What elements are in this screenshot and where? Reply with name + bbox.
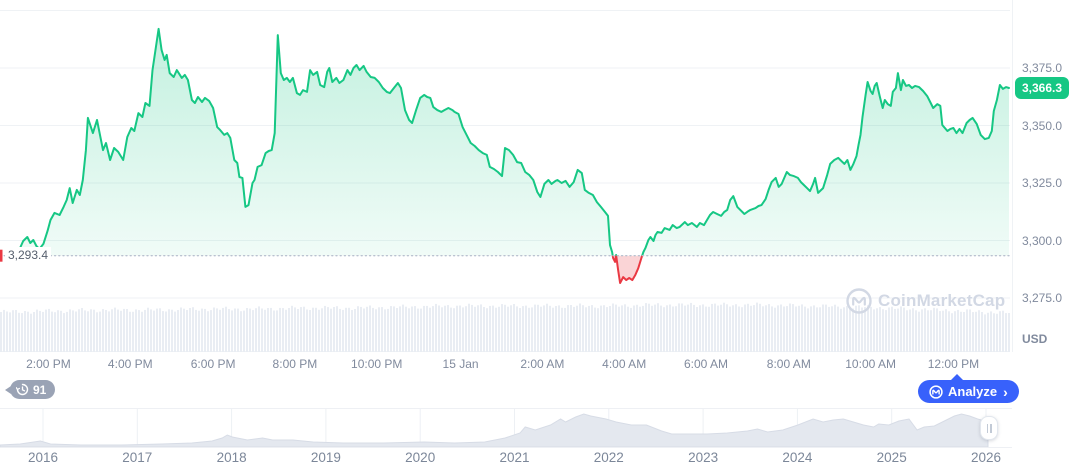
price-axis: 3,366.3 USD 3,375.0 3,350.0 3,325.0 3,300.0…	[1012, 0, 1072, 352]
currency-label: USD	[1022, 332, 1048, 346]
time-axis: 2:00 PM 4:00 PM 6:00 PM 8:00 PM 10:00 PM 15 J…	[0, 357, 1012, 373]
price-chart-plot[interactable]: 3,293.4	[0, 0, 1012, 352]
time-tick-label: 6:00 PM	[190, 357, 236, 371]
year-label: 2021	[499, 450, 530, 465]
baseline-price-label: 3,293.4	[5, 247, 52, 263]
price-tick-label: 3,275.0	[1022, 291, 1063, 305]
time-tick-label: 10:00 AM	[845, 357, 896, 371]
analyze-label: Analyze	[948, 384, 998, 399]
time-tick-label: 8:00 PM	[272, 357, 318, 371]
price-tick-label: 3,300.0	[1022, 233, 1063, 248]
time-tick-label: 4:00 PM	[107, 357, 153, 371]
range-handle[interactable]	[980, 416, 998, 440]
year-label: 2019	[310, 450, 341, 465]
time-tick-label: 8:00 AM	[766, 357, 811, 371]
chevron-right-icon: ›	[1003, 383, 1008, 400]
year-label: 2016	[27, 450, 59, 465]
year-label: 2025	[876, 450, 907, 465]
analyze-button[interactable]: Analyze ›	[918, 374, 1019, 403]
time-tick-label: 2:00 PM	[26, 357, 71, 371]
price-tick-label: 3,375.0	[1022, 61, 1063, 75]
timeline-years: 2016 2017 2018 2019 2020 2021 2022 2023 2024 2025…	[0, 450, 1072, 468]
time-tick-label: 4:00 AM	[602, 357, 647, 371]
year-label: 2024	[782, 450, 813, 465]
price-tick-label: 3,350.0	[1022, 118, 1063, 133]
coinmarketcap-watermark: CoinMarketCap	[846, 288, 1005, 314]
year-label: 2022	[593, 450, 624, 465]
coinmarketcap-logo-icon	[846, 288, 872, 314]
history-count-badge[interactable]: 91	[4, 380, 56, 399]
time-tick-label: 12:00 PM	[927, 357, 980, 371]
time-tick-label: 15 Jan	[442, 357, 479, 371]
year-label: 2026	[970, 450, 1002, 465]
history-clock-icon	[16, 383, 29, 396]
time-tick-label: 6:00 AM	[683, 357, 728, 371]
timeline-minimap[interactable]	[0, 408, 1012, 448]
price-tick-label: 3,325.0	[1022, 176, 1063, 190]
timeline-minimap-chart[interactable]	[0, 409, 1012, 448]
year-label: 2017	[122, 450, 153, 465]
year-label: 2018	[216, 450, 247, 465]
year-label: 2020	[405, 450, 436, 465]
time-tick-label: 2:00 AM	[520, 357, 565, 371]
year-label: 2023	[688, 450, 719, 465]
current-price-badge: 3,366.3	[1015, 77, 1069, 99]
time-tick-label: 10:00 PM	[351, 357, 403, 371]
price-area-chart[interactable]	[0, 0, 1012, 352]
watermark-text: CoinMarketCap	[878, 291, 1006, 310]
history-count: 91	[33, 382, 47, 397]
coinmarketcap-logo-icon	[929, 384, 943, 399]
